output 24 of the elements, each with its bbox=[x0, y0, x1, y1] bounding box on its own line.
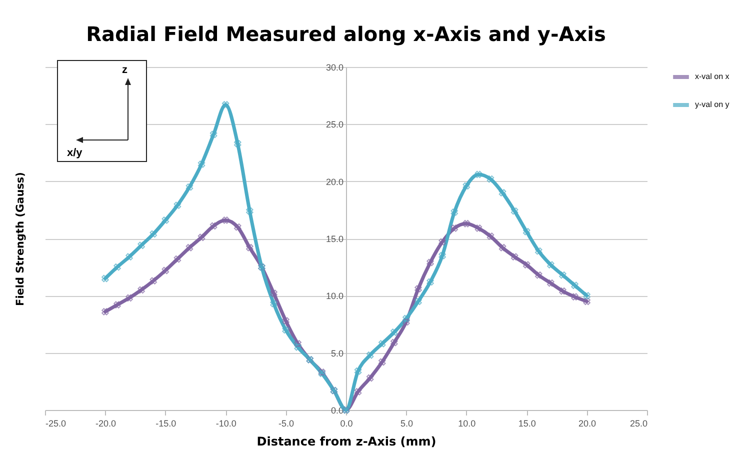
y-axis-title: Field Strength (Gauss) bbox=[14, 172, 26, 306]
y-tick-label: 25.0 bbox=[326, 120, 344, 130]
x-tick-label: 25.0 bbox=[630, 418, 648, 428]
y-tick-label: 20.0 bbox=[326, 176, 344, 187]
legend-label: x-val on x bbox=[695, 72, 730, 81]
y-tick-label: 5.0 bbox=[330, 348, 344, 358]
x-tick-label: -15.0 bbox=[156, 418, 176, 428]
annotation: x/y bbox=[67, 147, 82, 159]
x-axis-title: Distance from z-Axis (mm) bbox=[256, 434, 436, 448]
y-tick-label: 15.0 bbox=[326, 234, 344, 244]
y-tick-label: 10.0 bbox=[326, 291, 344, 302]
x-tick-label: 0.0 bbox=[340, 418, 353, 428]
legend-label: y-val on y bbox=[695, 100, 730, 109]
x-tick-label: -5.0 bbox=[278, 418, 294, 428]
x-tick-label: 20.0 bbox=[578, 418, 596, 428]
x-tick-label: -25.0 bbox=[46, 418, 66, 428]
chart-title: Radial Field Measured along x-Axis and y-Axis bbox=[86, 22, 606, 46]
x-tick-label: 10.0 bbox=[458, 418, 476, 428]
x-tick-label: 5.0 bbox=[400, 418, 413, 428]
y-tick-label: 30.0 bbox=[326, 62, 344, 72]
x-tick-label: -10.0 bbox=[216, 418, 236, 428]
x-tick-label: -20.0 bbox=[95, 418, 116, 428]
x-tick-label: 15.0 bbox=[518, 418, 536, 428]
annotation: z bbox=[122, 64, 128, 76]
